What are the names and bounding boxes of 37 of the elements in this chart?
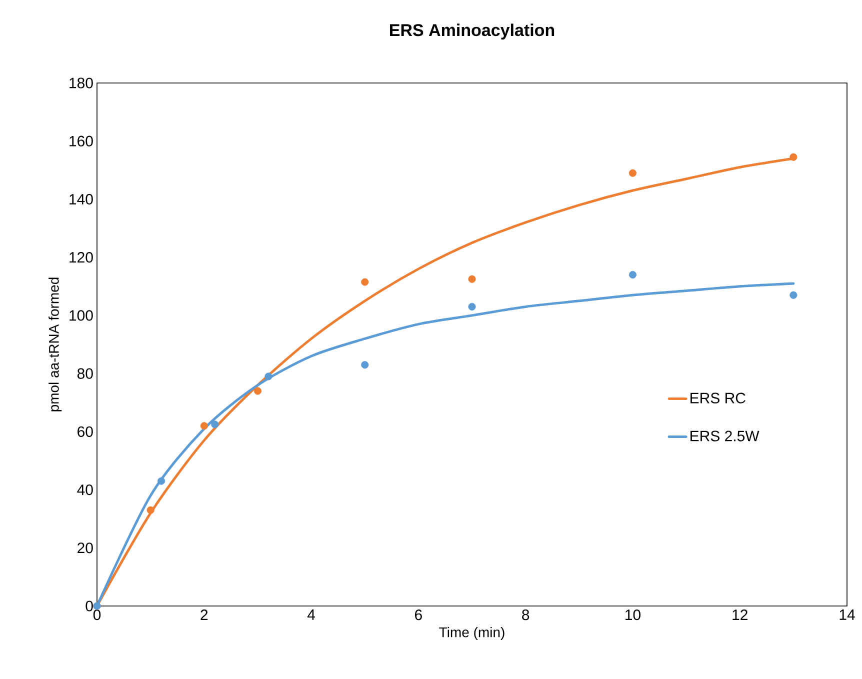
x-tick-label: 8 (522, 610, 530, 620)
x-tick-label: 10 (626, 610, 640, 620)
y-tick-label: 80 (77, 368, 93, 379)
x-axis-title: Time (min) (439, 626, 504, 640)
point (264, 372, 272, 380)
point (468, 302, 476, 311)
x-tick-label: 12 (732, 610, 748, 620)
x-tick-label: 6 (415, 610, 422, 620)
y-tick-label: 60 (78, 426, 93, 437)
y-tick-label: 120 (70, 252, 93, 263)
point (146, 506, 154, 514)
y-tick-label: 160 (70, 136, 93, 146)
x-tick-label: 0 (93, 610, 101, 620)
point (254, 387, 262, 395)
point (361, 278, 369, 286)
legend-label: ERS 2.5W (690, 430, 760, 442)
x-tick-label: 2 (200, 610, 208, 620)
legend-label: ERS RC (690, 392, 746, 404)
point (790, 291, 798, 299)
point (200, 422, 208, 430)
x-tick-label: 14 (840, 610, 855, 620)
y-tick-label: 100 (70, 310, 93, 321)
point (628, 169, 637, 177)
point (628, 270, 637, 279)
point (468, 275, 476, 283)
y-axis-title: pmol aa-tRNA formed (48, 278, 62, 412)
point (790, 153, 798, 161)
y-tick-label: 40 (77, 484, 93, 496)
y-tick-label: 0 (86, 600, 93, 612)
y-tick-label: 20 (78, 542, 93, 554)
point (158, 477, 166, 485)
point (361, 361, 369, 369)
x-tick-label: 4 (307, 610, 316, 620)
chart-title: ERS Aminoacylation (390, 24, 554, 40)
point (211, 420, 219, 428)
y-tick-label: 180 (70, 78, 93, 88)
y-tick-label: 140 (70, 194, 93, 205)
